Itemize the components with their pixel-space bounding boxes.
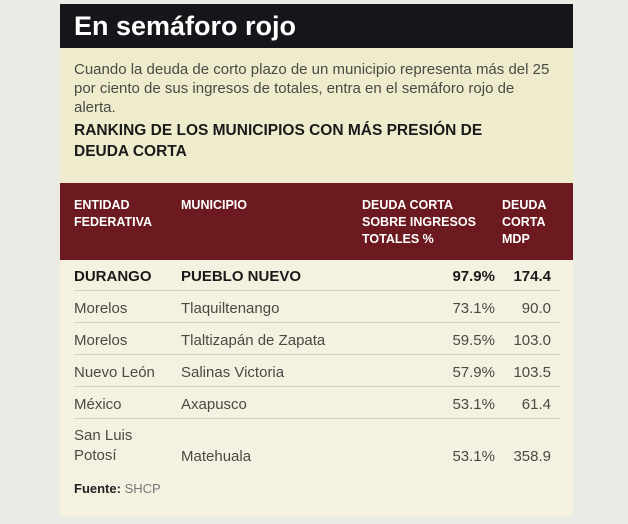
table-row: Nuevo León Salinas Victoria 57.9% 103.5 (74, 358, 561, 387)
cell-deuda-mdp: 61.4 (521, 396, 551, 413)
cell-deuda-mdp: 103.5 (513, 364, 551, 381)
cell-municipio: Salinas Victoria (181, 364, 285, 381)
cell-entidad: Nuevo León (74, 364, 155, 381)
header-municipio: MUNICIPIO (181, 198, 247, 212)
cell-deuda-pct: 53.1% (452, 396, 495, 413)
header-deuda-pct: DEUDA CORTA SOBRE INGRESOS TOTALES % (362, 198, 476, 246)
description: Cuando la deuda de corto plazo de un mun… (74, 61, 550, 116)
title: En semáforo rojo (60, 4, 573, 48)
source: Fuente: SHCP (74, 481, 161, 496)
ranking-title: RANKING DE LOS MUNICIPIOS CON MÁS PRESIÓ… (74, 122, 483, 160)
cell-deuda-pct: 57.9% (452, 364, 495, 381)
cell-deuda-pct: 53.1% (452, 448, 495, 465)
cell-municipio: Tlaltizapán de Zapata (181, 332, 326, 349)
cell-entidad: Morelos (74, 332, 128, 349)
intro: Cuando la deuda de corto plazo de un mun… (60, 48, 573, 183)
cell-deuda-pct: 73.1% (452, 300, 495, 317)
source-value: SHCP (124, 481, 161, 496)
cell-entidad: DURANGO (74, 268, 152, 285)
cell-entidad: México (74, 396, 122, 413)
table-row: San Luis Potosí Matehuala 53.1% 358.9 (74, 422, 561, 472)
cell-municipio: Tlaquiltenango (181, 300, 280, 317)
header-entidad: ENTIDAD FEDERATIVA (74, 198, 153, 229)
cell-deuda-mdp: 103.0 (513, 332, 551, 349)
cell-entidad: San Luis Potosí (74, 427, 133, 464)
cell-municipio: Matehuala (181, 448, 252, 465)
table-header: ENTIDAD FEDERATIVA MUNICIPIO DEUDA CORTA… (60, 183, 573, 260)
table-row: Morelos Tlaquiltenango 73.1% 90.0 (74, 294, 561, 323)
header-deuda-mdp: DEUDA CORTA MDP (502, 198, 546, 246)
cell-deuda-pct: 59.5% (452, 332, 495, 349)
cell-municipio: Axapusco (181, 396, 247, 413)
cell-deuda-pct: 97.9% (452, 268, 495, 285)
table-row: DURANGO PUEBLO NUEVO 97.9% 174.4 (74, 262, 561, 291)
table-row: Morelos Tlaltizapán de Zapata 59.5% 103.0 (74, 326, 561, 355)
cell-municipio: PUEBLO NUEVO (181, 268, 302, 285)
infographic-panel: En semáforo rojo Cuando la deuda de cort… (60, 4, 573, 516)
cell-deuda-mdp: 90.0 (521, 300, 551, 317)
source-label: Fuente: (74, 481, 121, 496)
cell-entidad: Morelos (74, 300, 128, 317)
cell-deuda-mdp: 358.9 (513, 448, 551, 465)
table-row: México Axapusco 53.1% 61.4 (74, 390, 561, 419)
cell-deuda-mdp: 174.4 (513, 268, 551, 285)
